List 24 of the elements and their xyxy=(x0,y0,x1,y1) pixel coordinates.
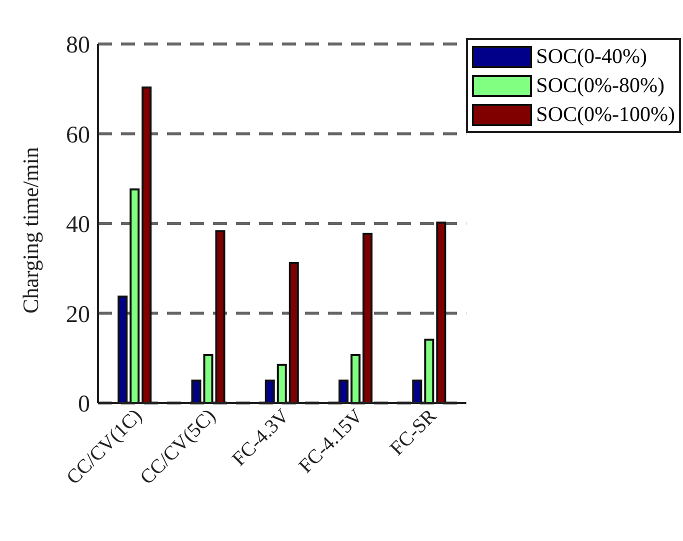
bar xyxy=(118,296,128,403)
bar xyxy=(264,380,275,403)
legend-label: SOC(0%-100%) xyxy=(536,102,675,127)
y-tick-label: 20 xyxy=(66,302,90,328)
y-tick-label: 80 xyxy=(66,32,90,59)
bar xyxy=(424,338,434,403)
bar xyxy=(191,380,202,403)
bar xyxy=(436,222,446,403)
bar xyxy=(215,230,226,403)
y-tick-label: 0 xyxy=(78,392,90,418)
bar xyxy=(338,380,349,403)
y-tick-label: 40 xyxy=(66,212,90,238)
y-tick-label: 60 xyxy=(66,122,90,148)
bar xyxy=(362,232,373,403)
bar xyxy=(288,262,299,403)
bar xyxy=(130,188,140,403)
bar xyxy=(350,354,361,403)
bar xyxy=(276,364,287,403)
bar xyxy=(142,86,152,403)
legend-label: SOC(0-40%) xyxy=(536,44,647,69)
bar xyxy=(203,354,214,403)
legend-label: SOC(0%-80%) xyxy=(536,73,664,98)
bar xyxy=(412,380,422,403)
y-axis-title: Charging time/min xyxy=(18,147,43,314)
